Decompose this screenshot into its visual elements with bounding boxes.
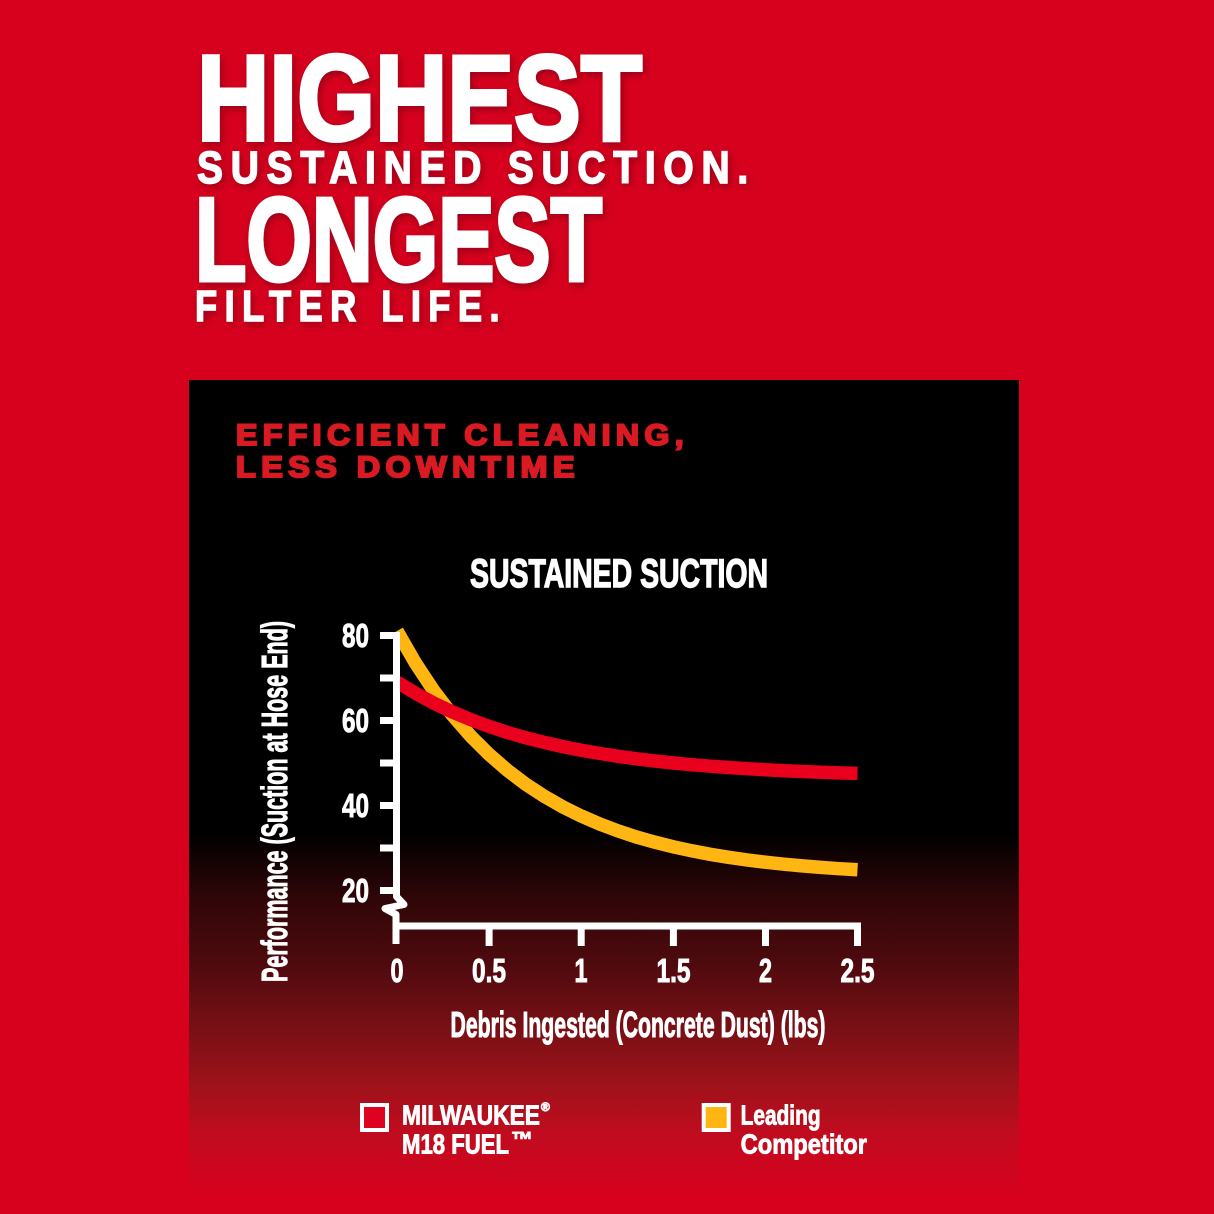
svg-text:Performance (Suction at Hose E: Performance (Suction at Hose End) (254, 621, 295, 982)
svg-text:Debris Ingested (Concrete Dust: Debris Ingested (Concrete Dust) (lbs) (451, 1004, 826, 1045)
svg-text:™: ™ (511, 1127, 533, 1152)
svg-text:Competitor: Competitor (741, 1129, 867, 1160)
svg-text:20: 20 (342, 872, 369, 909)
svg-text:1: 1 (575, 952, 588, 989)
svg-text:40: 40 (342, 787, 369, 824)
svg-text:SUSTAINED SUCTION.: SUSTAINED SUCTION. (197, 142, 756, 193)
svg-text:M18 FUEL: M18 FUEL (402, 1129, 509, 1160)
svg-text:60: 60 (342, 702, 369, 739)
svg-text:80: 80 (342, 617, 369, 654)
svg-text:LESS DOWNTIME: LESS DOWNTIME (236, 451, 580, 484)
svg-text:SUSTAINED SUCTION: SUSTAINED SUCTION (470, 552, 768, 596)
svg-text:1.5: 1.5 (657, 952, 691, 989)
svg-text:2.5: 2.5 (841, 952, 875, 989)
svg-text:EFFICIENT CLEANING,: EFFICIENT CLEANING, (236, 419, 689, 452)
svg-text:Leading: Leading (741, 1099, 821, 1130)
svg-text:MILWAUKEE: MILWAUKEE (402, 1099, 540, 1130)
svg-text:HIGHEST: HIGHEST (197, 30, 642, 166)
svg-text:FILTER LIFE.: FILTER LIFE. (195, 282, 507, 331)
svg-text:®: ® (541, 1100, 550, 1114)
svg-text:0.5: 0.5 (472, 952, 506, 989)
svg-text:0: 0 (391, 952, 404, 989)
svg-text:2: 2 (759, 952, 772, 989)
svg-text:LONGEST: LONGEST (195, 174, 602, 307)
